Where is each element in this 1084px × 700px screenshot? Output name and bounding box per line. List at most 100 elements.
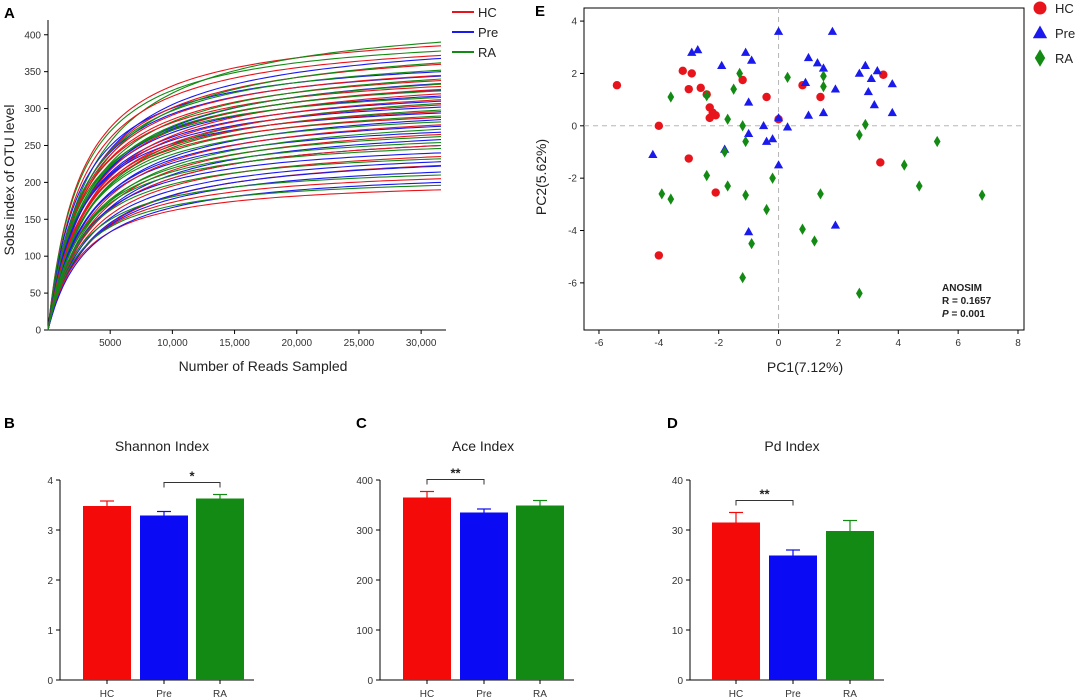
panel-letter-a: A <box>4 5 15 22</box>
pca-point-ra <box>820 80 827 93</box>
pca-point-pre <box>693 45 703 54</box>
bar-y-tick-label: 10 <box>672 626 684 637</box>
pca-point-pre <box>648 149 658 158</box>
pca-point-ra <box>742 189 749 201</box>
pca-point-ra <box>817 188 824 200</box>
ace-title: Ace Index <box>452 438 514 454</box>
rarefaction-curve <box>47 147 442 331</box>
pca-point-hc <box>684 84 693 94</box>
panel-a-y-tick-label: 50 <box>30 289 42 300</box>
pca-point-pre <box>854 68 864 77</box>
pca-panel: E PC1(7.12%) PC2(5.62%) ANOSIM R = 0.165… <box>533 1 1075 375</box>
panel-a-x-tick-label: 5000 <box>99 338 122 349</box>
pca-point-pre <box>717 60 727 69</box>
bar-hc <box>403 497 451 680</box>
panel-a-y-tick-label: 350 <box>24 67 41 78</box>
panel-e-legend-label: Pre <box>1055 26 1075 41</box>
pca-point-ra <box>739 271 746 284</box>
rarefaction-curve <box>47 106 442 331</box>
pca-point-ra <box>748 237 755 250</box>
bar-y-tick-label: 40 <box>672 476 684 487</box>
rarefaction-curve <box>47 69 442 331</box>
panel-e-y-title: PC2(5.62%) <box>533 139 549 215</box>
bar-x-label: RA <box>533 689 547 700</box>
panel-a-x-tick-label: 25,000 <box>344 338 375 349</box>
pca-point-pre <box>887 107 897 117</box>
panel-a-legend-label: Pre <box>478 25 498 40</box>
pd-title: Pd Index <box>764 438 819 454</box>
panel-a-x-tick-label: 20,000 <box>281 338 312 349</box>
pca-point-ra <box>915 180 923 192</box>
pca-point-pre <box>687 47 697 56</box>
pca-point-ra <box>862 118 869 131</box>
bar-y-tick-label: 0 <box>677 676 683 687</box>
bar-y-tick-label: 4 <box>47 476 53 487</box>
rarefaction-curve <box>47 50 442 331</box>
pca-point-hc <box>711 111 720 120</box>
pca-point-ra <box>658 188 666 200</box>
panel-a-x-tick-label: 30,000 <box>406 338 437 349</box>
pca-point-ra <box>856 287 863 300</box>
rarefaction-curve <box>47 71 442 331</box>
bar-x-label: Pre <box>785 689 801 700</box>
pca-point-pre <box>741 47 751 56</box>
pca-point-hc <box>876 158 885 167</box>
rarefaction-curve <box>47 62 442 331</box>
bar-y-tick-label: 400 <box>356 476 373 487</box>
panel-e-x-tick-label: 6 <box>955 338 961 349</box>
panel-letter-c: C <box>356 415 367 432</box>
bar-x-label: HC <box>420 689 434 700</box>
panel-e-x-tick-label: 4 <box>896 338 902 349</box>
bar-ra <box>826 531 874 680</box>
rarefaction-curve <box>47 181 442 331</box>
rarefaction-curve <box>47 96 442 331</box>
bar-y-tick-label: 3 <box>47 526 53 537</box>
pd-panel: D Pd Index 0 10 20 30 40 HC Pre RA ** <box>667 415 884 700</box>
bar-pre <box>140 515 188 680</box>
pca-point-ra <box>739 120 746 132</box>
pca-point-pre <box>773 160 784 169</box>
panel-e-x-tick-label: -2 <box>714 338 723 349</box>
significance-bracket <box>163 482 221 488</box>
pca-point-ra <box>820 70 827 82</box>
pca-point-pre <box>818 63 829 72</box>
panel-e-y-tick-label: 4 <box>571 17 577 28</box>
pca-point-ra <box>763 203 770 216</box>
pca-point-pre <box>800 77 811 86</box>
pca-point-pre <box>773 113 784 122</box>
panel-e-x-tick-label: -4 <box>654 338 663 349</box>
pca-point-pre <box>746 55 757 64</box>
panel-e-frame <box>583 7 1025 331</box>
rarefaction-panel: A Number of Reads Sampled Sobs index of … <box>1 5 498 374</box>
panel-e-x-tick-label: 0 <box>776 338 782 349</box>
bar-pre <box>769 555 817 680</box>
bar-x-label: HC <box>729 689 743 700</box>
pca-point-ra <box>736 67 744 80</box>
pca-point-pre <box>744 226 754 236</box>
pca-point-ra <box>856 129 863 141</box>
panel-a-y-tick-label: 100 <box>24 252 41 263</box>
pca-point-ra <box>724 113 732 125</box>
pca-point-pre <box>773 26 784 35</box>
pca-point-pre <box>827 26 838 35</box>
panel-e-y-tick-label: 2 <box>571 69 577 80</box>
bar-ra <box>516 505 564 680</box>
panel-a-y-tick-label: 150 <box>24 215 41 226</box>
panel-a-y-tick-label: 400 <box>24 30 41 41</box>
rarefaction-curve <box>47 116 442 331</box>
pca-point-hc <box>738 75 747 85</box>
panel-a-x-title: Number of Reads Sampled <box>179 358 348 374</box>
pca-point-pre <box>887 79 897 88</box>
pca-point-ra <box>730 83 738 95</box>
pca-point-ra <box>742 135 749 148</box>
panel-a-x-tick-label: 15,000 <box>219 338 250 349</box>
bar-x-label: Pre <box>156 689 172 700</box>
bar-y-tick-label: 100 <box>356 626 373 637</box>
pca-point-ra <box>799 223 806 235</box>
pca-point-pre <box>803 52 814 62</box>
significance-bracket <box>735 500 794 506</box>
anosim-p-label: P <box>942 309 949 320</box>
rarefaction-curve <box>47 90 442 331</box>
panel-e-y-tick-label: -2 <box>568 174 577 185</box>
pca-point-pre <box>761 136 772 145</box>
